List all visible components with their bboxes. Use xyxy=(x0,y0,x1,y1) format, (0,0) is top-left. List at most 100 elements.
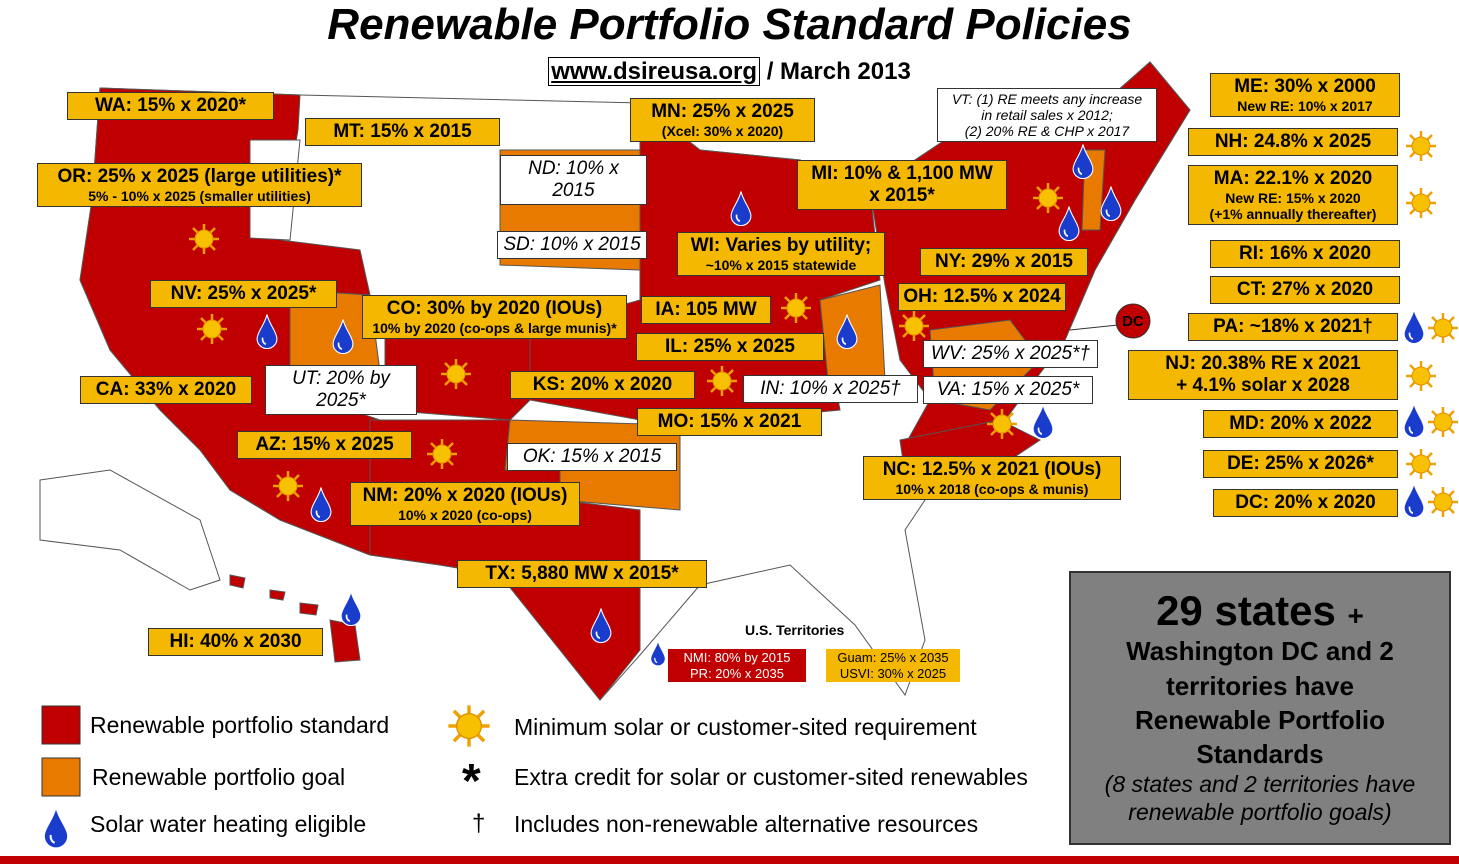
label-line: UT: 20% by 2025* xyxy=(292,368,390,411)
summary-count: 29 states xyxy=(1156,587,1336,634)
label-line: NC: 12.5% x 2021 (IOUs) xyxy=(882,459,1102,480)
label-line: PA: ~18% x 2021† xyxy=(1213,316,1373,337)
standard-label: MD: 20% x 2022 xyxy=(1203,410,1398,438)
label-subline: 10% by 2020 (co-ops & large munis)* xyxy=(372,319,617,336)
standard-label: AZ: 15% x 2025 xyxy=(237,431,412,459)
label-line: SD: 10% x 2015 xyxy=(503,234,641,255)
standard-label: MI: 10% & 1,100 MW x 2015* xyxy=(797,160,1007,210)
summary-box xyxy=(1069,571,1451,845)
dc-marker: DC xyxy=(1122,313,1144,330)
legend-label: Includes non-renewable alternative resou… xyxy=(514,811,979,837)
dc-marker-circle xyxy=(1115,303,1151,339)
summary-note: renewable portfolio goals) xyxy=(1128,799,1392,826)
legend-label: Extra credit for solar or customer-sited… xyxy=(514,764,1028,790)
label-subline: 10% x 2020 (co-ops) xyxy=(398,506,532,523)
label-line: TX: 5,880 MW x 2015* xyxy=(485,563,679,584)
label-line: OH: 12.5% x 2024 xyxy=(903,286,1061,307)
standard-label: DE: 25% x 2026* xyxy=(1203,450,1398,478)
legend-swatch-goal xyxy=(41,757,81,797)
label-subline: (Xcel: 30% x 2020) xyxy=(661,122,784,139)
label-line: MA: 22.1% x 2020 xyxy=(1213,168,1373,189)
label-line: NV: 25% x 2025* xyxy=(170,283,317,304)
label-line: MN: 25% x 2025 xyxy=(651,101,794,122)
standard-label: PA: ~18% x 2021† xyxy=(1188,313,1398,341)
website: www.dsireusa.org xyxy=(548,57,761,86)
label-line: AZ: 15% x 2025 xyxy=(255,434,394,455)
territories-goals: Guam: 25% x 2035 USVI: 30% x 2025 xyxy=(826,649,960,683)
label-line: MO: 15% x 2021 xyxy=(657,411,802,432)
summary-note: (8 states and 2 territories have xyxy=(1104,771,1416,798)
label-line: WA: 15% x 2020* xyxy=(94,95,247,116)
standard-label: NH: 24.8% x 2025 xyxy=(1188,128,1398,156)
label-line: HI: 40% x 2030 xyxy=(169,631,302,652)
label-subline: New RE: 15% x 2020 xyxy=(1225,189,1361,206)
label-subline: New RE: 10% x 2017 xyxy=(1237,97,1373,114)
label-subline: in retail sales x 2012; xyxy=(981,107,1113,124)
legend-label: Renewable portfolio standard xyxy=(90,712,390,738)
legend-label: Solar water heating eligible xyxy=(90,811,367,837)
territory-goal: USVI: 30% x 2025 xyxy=(839,665,947,681)
territories-title: U.S. Territories xyxy=(745,622,845,638)
dc-leader xyxy=(1069,324,1119,331)
standard-label: MO: 15% x 2021 xyxy=(637,408,822,436)
legend-label: Minimum solar or customer-sited requirem… xyxy=(514,714,977,740)
label-line: OR: 25% x 2025 (large utilities)* xyxy=(57,166,342,187)
label-line: VT: (1) RE meets any increase xyxy=(951,91,1143,107)
label-line: WI: Varies by utility; xyxy=(690,235,872,256)
standard-label: CO: 30% by 2020 (IOUs) 10% by 2020 (co-op… xyxy=(362,295,627,339)
goal-label: VT: (1) RE meets any increase in retail s… xyxy=(937,88,1157,143)
standard-label: NY: 29% x 2015 xyxy=(920,248,1088,276)
goal-label: WV: 25% x 2025*† xyxy=(923,340,1098,368)
label-line: IN: 10% x 2025† xyxy=(760,378,901,399)
standard-label: DC: 20% x 2020 xyxy=(1213,489,1398,517)
title: Renewable Portfolio Standard Policies xyxy=(327,0,1132,49)
label-line: CA: 33% x 2020 xyxy=(95,379,237,400)
label-subline: 10% x 2018 (co-ops & munis) xyxy=(895,480,1089,497)
goal-label: OK: 15% x 2015 xyxy=(507,443,677,471)
label-line: MI: 10% & 1,100 MW xyxy=(811,163,993,184)
goal-label: SD: 10% x 2015 xyxy=(497,231,647,259)
standard-label: NJ: 20.38% RE x 2021 + 4.1% solar x 2028 xyxy=(1128,350,1398,400)
label-line: NM: 20% x 2020 (IOUs) xyxy=(362,485,568,506)
label-line: MT: 15% x 2015 xyxy=(333,121,472,142)
standard-label: WI: Varies by utility; ~10% x 2015 statew… xyxy=(677,232,885,276)
standard-label: KS: 20% x 2020 xyxy=(510,371,695,399)
label-subline: ~10% x 2015 statewide xyxy=(705,256,857,273)
goal-label: ND: 10% x 2015 xyxy=(500,155,647,205)
standard-label: IA: 105 MW xyxy=(641,296,771,324)
summary-line: Renewable Portfolio xyxy=(1135,704,1385,735)
label-line: ME: 30% x 2000 xyxy=(1234,76,1376,97)
label-line: KS: 20% x 2020 xyxy=(532,374,673,395)
standard-label: TX: 5,880 MW x 2015* xyxy=(457,560,707,588)
legend-swatch-standard xyxy=(41,705,81,745)
summary-line: Washington DC and 2 xyxy=(1126,636,1394,667)
label-line: CO: 30% by 2020 (IOUs) xyxy=(386,298,603,319)
standard-label: OH: 12.5% x 2024 xyxy=(898,283,1066,311)
territory-goal: Guam: 25% x 2035 xyxy=(837,650,949,665)
standard-label: OR: 25% x 2025 (large utilities)* 5% - 10… xyxy=(37,163,362,207)
summary-line: territories have xyxy=(1166,670,1354,701)
label-line: IL: 25% x 2025 xyxy=(665,336,795,357)
standard-label: HI: 40% x 2030 xyxy=(148,628,323,656)
label-line: NJ: 20.38% RE x 2021 xyxy=(1165,353,1361,374)
label-line: WV: 25% x 2025*† xyxy=(930,343,1091,364)
standard-label: MT: 15% x 2015 xyxy=(305,118,500,146)
standard-label: MN: 25% x 2025 (Xcel: 30% x 2020) xyxy=(630,98,815,142)
territories-standards: NMI: 80% by 2015 PR: 20% x 2035 xyxy=(668,649,806,683)
label-line: VA: 15% x 2025* xyxy=(936,379,1080,400)
subtitle: www.dsireusa.org / March 2013 xyxy=(0,57,1459,86)
label-subline: x 2015* xyxy=(869,184,935,206)
label-subline: (+1% annually thereafter) xyxy=(1209,205,1377,222)
summary: 29 states + Washington DC and 2 territor… xyxy=(1070,587,1450,827)
goal-label: IN: 10% x 2025† xyxy=(743,375,918,403)
date: / March 2013 xyxy=(766,58,911,85)
bottom-rule xyxy=(0,856,1459,864)
label-line: IA: 105 MW xyxy=(655,299,757,320)
label-line: ND: 10% x 2015 xyxy=(528,158,619,201)
standard-label: CT: 27% x 2020 xyxy=(1210,276,1400,304)
standard-label: NM: 20% x 2020 (IOUs) 10% x 2020 (co-ops) xyxy=(350,482,580,526)
standard-label: RI: 16% x 2020 xyxy=(1210,240,1400,268)
label-subline: 5% - 10% x 2025 (smaller utilities) xyxy=(88,187,311,204)
label-line: DE: 25% x 2026* xyxy=(1227,453,1374,474)
